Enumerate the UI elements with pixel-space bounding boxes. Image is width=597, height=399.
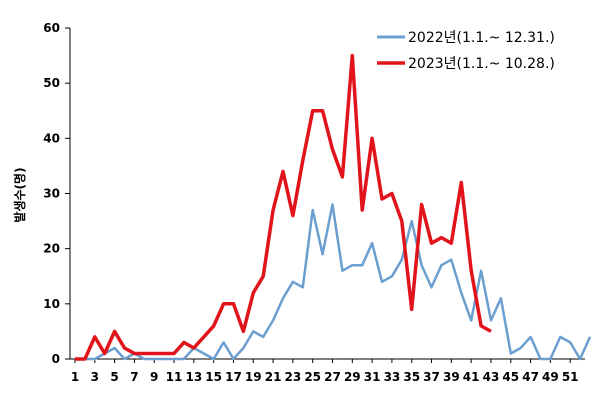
- x-tick-label: 35: [403, 370, 420, 384]
- series-line-2022: [75, 203, 592, 361]
- x-tick-label: 13: [185, 370, 202, 384]
- x-tick-label: 1: [71, 370, 79, 384]
- chart-axes: [69, 28, 585, 360]
- x-tick-label: 33: [384, 370, 401, 384]
- series-lines: [75, 53, 592, 361]
- x-tick-label: 23: [285, 370, 302, 384]
- x-tick-label: 17: [225, 370, 242, 384]
- legend-label-2022: 2022년(1.1.~ 12.31.): [408, 30, 555, 46]
- y-tick-label: 50: [43, 76, 60, 90]
- y-axis-label: 발생수(명): [12, 167, 27, 222]
- x-tick-label: 25: [304, 370, 321, 384]
- series-line-2023: [75, 53, 492, 361]
- x-tick-label: 31: [364, 370, 381, 384]
- x-tick-label: 27: [324, 370, 341, 384]
- x-tick-label: 9: [150, 370, 158, 384]
- x-tick-label: 39: [443, 370, 460, 384]
- y-tick-labels: 0 10 20 30 40 50 60: [43, 21, 70, 366]
- x-tick-label: 47: [522, 370, 539, 384]
- x-tick-label: 21: [265, 370, 282, 384]
- x-tick-label: 3: [91, 370, 99, 384]
- x-tick-label: 51: [562, 370, 579, 384]
- y-tick-label: 20: [43, 242, 60, 256]
- x-tick-label: 11: [166, 370, 183, 384]
- x-tick-label: 19: [245, 370, 262, 384]
- y-tick-label: 40: [43, 131, 60, 145]
- x-tick-label: 37: [423, 370, 440, 384]
- y-tick-label: 0: [52, 352, 60, 366]
- y-tick-label: 60: [43, 21, 60, 35]
- legend-label-2023: 2023년(1.1.~ 10.28.): [408, 56, 555, 72]
- legend: 2022년(1.1.~ 12.31.) 2023년(1.1.~ 10.28.): [377, 30, 555, 72]
- x-tick-label: 41: [463, 370, 480, 384]
- x-tick-label: 7: [130, 370, 138, 384]
- x-tick-label: 43: [483, 370, 500, 384]
- x-tick-label: 15: [205, 370, 222, 384]
- x-tick-labels: 1 3 5 7 9 11 13 15 17 19 21 23 25 27 29 31 33 35 37 39 41 43 4…: [71, 359, 579, 384]
- x-tick-label: 29: [344, 370, 361, 384]
- x-tick-label: 45: [502, 370, 519, 384]
- y-tick-label: 30: [43, 187, 60, 201]
- y-tick-label: 10: [43, 297, 60, 311]
- x-tick-label: 5: [110, 370, 118, 384]
- x-tick-label: 49: [542, 370, 559, 384]
